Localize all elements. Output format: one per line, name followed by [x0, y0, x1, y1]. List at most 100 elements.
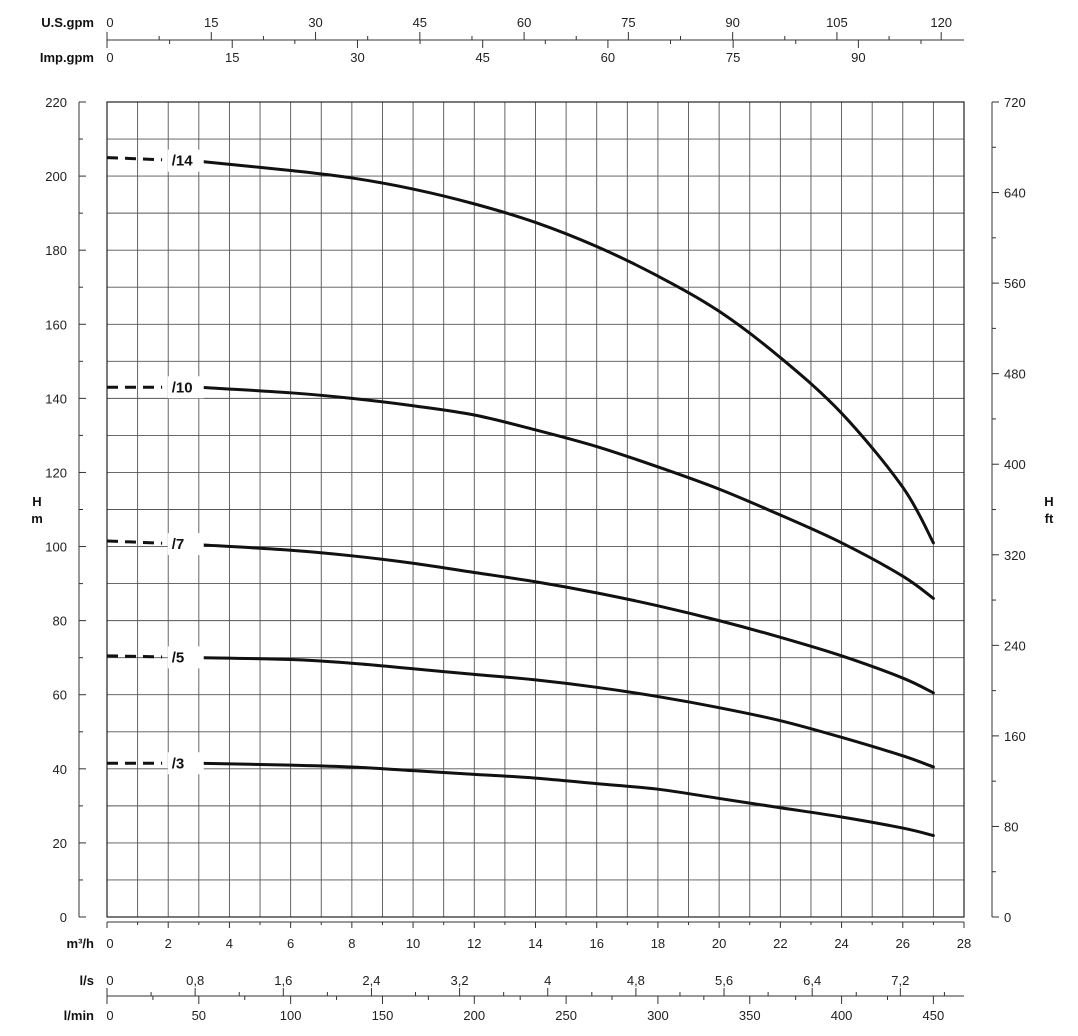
bottom-axis-tick-label: 16: [589, 936, 603, 951]
l-min-axis-label: l/min: [64, 1008, 94, 1023]
left-axis-tick-label: 100: [45, 540, 67, 555]
curve-5-line: [197, 656, 935, 769]
plot-frame: [106, 101, 965, 918]
bottom-axis-tick-label: 12: [467, 936, 481, 951]
imp-gpm-axis-label: Imp.gpm: [40, 50, 94, 65]
imp-gpm-axis-tick-label: 90: [851, 50, 865, 65]
bottom-axis-tick-label: 6: [287, 936, 294, 951]
l-min-axis-tick-label: 450: [923, 1008, 945, 1023]
bottom-axis-tick-label: 20: [712, 936, 726, 951]
us-gpm-axis-tick-label: 60: [517, 15, 531, 30]
curve-7-label-bg: [167, 533, 204, 556]
bottom-axis-tick-label: 4: [226, 936, 233, 951]
curve-14-label-bg: [167, 149, 204, 172]
us-gpm-axis-label: U.S.gpm: [41, 15, 94, 30]
l-min-axis-tick-label: 0: [106, 1008, 113, 1023]
imp-gpm-axis-tick-label: 0: [106, 50, 113, 65]
us-gpm-axis-tick-label: 30: [308, 15, 322, 30]
l-s-axis-tick-label: 0,8: [186, 973, 204, 988]
bottom-axis-tick-label: 10: [406, 936, 420, 951]
bottom-axis-label: m³/h: [67, 936, 95, 951]
bottom-axis-tick-label: 14: [528, 936, 542, 951]
imp-gpm-axis-tick-label: 75: [726, 50, 740, 65]
right-axis-tick-label: 80: [1004, 819, 1018, 834]
l-min-axis-tick-label: 150: [372, 1008, 394, 1023]
l-min-axis-tick-label: 300: [647, 1008, 669, 1023]
right-axis-tick-label: 480: [1004, 367, 1026, 382]
curve-10-line: [197, 385, 935, 600]
l-s-axis-tick-label: 4: [544, 973, 551, 988]
l-min-axis-tick-label: 250: [555, 1008, 577, 1023]
curves: [106, 156, 935, 837]
left-axis-tick-label: 160: [45, 317, 67, 332]
left-axis-label-h: H: [32, 494, 41, 509]
curve-3-line: [197, 761, 935, 837]
bottom-axis-tick-label: 2: [165, 936, 172, 951]
right-axis-tick-label: 320: [1004, 548, 1026, 563]
bottom-axis-tick-label: 18: [651, 936, 665, 951]
bottom-axis-tick-label: 8: [348, 936, 355, 951]
l-s-axis-tick-label: 2,4: [362, 973, 380, 988]
bottom-axis-tick-label: 24: [834, 936, 848, 951]
right-axis-label-h: H: [1044, 494, 1053, 509]
curve-7-line: [197, 543, 935, 695]
curve-10-label-bg: [167, 376, 204, 399]
left-axis-tick-label: 200: [45, 169, 67, 184]
curve-5-dashed-segment: [106, 654, 163, 659]
bottom-axis-tick-label: 26: [896, 936, 910, 951]
l-s-axis-label: l/s: [80, 973, 94, 988]
right-axis-tick-label: 400: [1004, 457, 1026, 472]
bottom-axis-tick-label: 28: [957, 936, 971, 951]
right-axis-tick-label: 560: [1004, 276, 1026, 291]
left-axis-label-unit: m: [31, 511, 43, 526]
left-axis-tick-label: 140: [45, 391, 67, 406]
us-gpm-axis-tick-label: 15: [204, 15, 218, 30]
curve-5-label: /5: [172, 649, 185, 666]
us-gpm-axis-tick-label: 105: [826, 15, 848, 30]
l-min-axis-tick-label: 100: [280, 1008, 302, 1023]
right-axis-tick-label: 640: [1004, 186, 1026, 201]
curve-14-line: [197, 159, 935, 545]
left-axis-tick-label: 220: [45, 95, 67, 110]
left-axis-tick-label: 120: [45, 465, 67, 480]
l-s-axis-tick-label: 3,2: [451, 973, 469, 988]
left-axis-tick-label: 40: [53, 762, 67, 777]
imp-gpm-axis-tick-label: 15: [225, 50, 239, 65]
us-gpm-axis-tick-label: 90: [725, 15, 739, 30]
l-min-axis-tick-label: 350: [739, 1008, 761, 1023]
us-gpm-axis-tick-label: 120: [930, 15, 952, 30]
imp-gpm-axis-tick-label: 60: [601, 50, 615, 65]
l-min-axis-tick-label: 200: [463, 1008, 485, 1023]
curve-3-label: /3: [172, 755, 185, 772]
curve-14-label: /14: [172, 153, 194, 170]
l-s-axis-tick-label: 6,4: [803, 973, 821, 988]
l-min-axis-tick-label: 400: [831, 1008, 853, 1023]
curve-10-label: /10: [172, 379, 193, 396]
right-axis-label-unit: ft: [1045, 511, 1054, 526]
curve-5-label-bg: [167, 646, 204, 669]
imp-gpm-axis-tick-label: 45: [475, 50, 489, 65]
us-gpm-axis-tick-label: 75: [621, 15, 635, 30]
us-gpm-axis-tick-label: 0: [106, 15, 113, 30]
l-s-axis-tick-label: 4,8: [627, 973, 645, 988]
right-axis-tick-label: 160: [1004, 729, 1026, 744]
left-axis-tick-label: 0: [60, 910, 67, 925]
us-gpm-axis-tick-label: 45: [413, 15, 427, 30]
l-s-axis-tick-label: 0: [106, 973, 113, 988]
left-axis-tick-label: 60: [53, 688, 67, 703]
l-s-axis-tick-label: 1,6: [274, 973, 292, 988]
curve-7-label: /7: [172, 536, 185, 553]
left-axis-tick-label: 80: [53, 614, 67, 629]
right-axis-tick-label: 240: [1004, 638, 1026, 653]
l-s-axis-tick-label: 7,2: [891, 973, 909, 988]
bottom-axis-tick-label: 22: [773, 936, 787, 951]
l-s-axis-tick-label: 5,6: [715, 973, 733, 988]
imp-gpm-axis-tick-label: 30: [350, 50, 364, 65]
right-axis-tick-label: 0: [1004, 910, 1011, 925]
labels: /14/10/7/5/3: [167, 149, 204, 775]
l-min-axis-tick-label: 50: [192, 1008, 206, 1023]
right-axis-tick-label: 720: [1004, 95, 1026, 110]
left-axis-tick-label: 180: [45, 243, 67, 258]
curve-7-dashed-segment: [106, 539, 163, 545]
